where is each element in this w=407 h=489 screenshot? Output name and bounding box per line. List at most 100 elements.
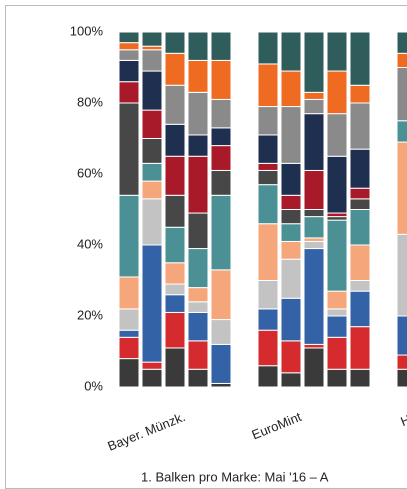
bar-segment xyxy=(396,354,407,370)
y-tick-label: 60% xyxy=(77,165,103,180)
bar-segment xyxy=(187,212,209,250)
bar-segment xyxy=(396,368,407,388)
bar-segment xyxy=(396,120,407,143)
bar-segment xyxy=(118,102,140,196)
bar-segment xyxy=(187,301,209,313)
bar-segment xyxy=(349,209,371,246)
bar-segment xyxy=(280,240,302,260)
bar-segment xyxy=(396,31,407,54)
bar-segment xyxy=(257,63,279,108)
bar-segment xyxy=(118,81,140,104)
bar-segment xyxy=(326,308,348,317)
bar-segment xyxy=(210,194,232,271)
bar-segment xyxy=(187,91,209,136)
bar-segment xyxy=(118,308,140,331)
bar-segment xyxy=(210,169,232,196)
bar-segment xyxy=(187,311,209,342)
bar-segment xyxy=(164,311,186,349)
bar-segment xyxy=(141,109,163,139)
bar-segment xyxy=(349,280,371,292)
bar-segment xyxy=(257,31,279,65)
bar-segment xyxy=(187,31,209,61)
bar-segment xyxy=(257,169,279,186)
bar-segment xyxy=(187,155,209,214)
bar-segment xyxy=(118,194,140,278)
bar-segment xyxy=(396,52,407,68)
bar-segment xyxy=(210,127,232,147)
bar-segment xyxy=(257,134,279,164)
bar-segment xyxy=(280,209,302,225)
bar-segment xyxy=(118,329,140,338)
bar-segment xyxy=(396,67,407,122)
bar-segment xyxy=(141,31,163,47)
bar-segment xyxy=(280,340,302,374)
bar-segment xyxy=(303,237,325,242)
bar-segment xyxy=(164,294,186,313)
bar-segment xyxy=(118,31,140,44)
bar-segment xyxy=(257,365,279,388)
bar-segment xyxy=(210,98,232,129)
bar-segment xyxy=(141,361,163,370)
bar-segment xyxy=(187,287,209,303)
bar-segment xyxy=(141,70,163,111)
bar-segment xyxy=(326,336,348,370)
bar-segment xyxy=(210,145,232,171)
bar-segment xyxy=(118,59,140,83)
bar-segment xyxy=(326,70,348,115)
bar-segment xyxy=(349,148,371,189)
bar-segment xyxy=(396,315,407,356)
bar-segment xyxy=(349,198,371,211)
bar-segment xyxy=(280,194,302,211)
bar-segment xyxy=(349,244,371,281)
bar-segment xyxy=(280,106,302,164)
bar-segment xyxy=(141,198,163,246)
bar-segment xyxy=(349,368,371,388)
bar-segment xyxy=(257,162,279,171)
bar-segment xyxy=(303,343,325,349)
bar-segment xyxy=(280,223,302,242)
bar-segment xyxy=(349,102,371,150)
bar-segment xyxy=(257,184,279,225)
bar-segment xyxy=(141,368,163,388)
bar-segment xyxy=(164,31,186,54)
bar-segment xyxy=(326,290,348,310)
bar-segment xyxy=(164,226,186,264)
bar-segment xyxy=(303,240,325,250)
y-tick-label: 20% xyxy=(77,307,103,322)
bar-segment xyxy=(118,42,140,51)
bar-segment xyxy=(164,347,186,388)
y-tick-label: 0% xyxy=(84,378,103,393)
bar-segment xyxy=(303,248,325,345)
bar-segment xyxy=(164,262,186,285)
footnote: 1. Balken pro Marke: Mai '16 – A xyxy=(141,469,329,484)
bar-segment xyxy=(326,315,348,338)
bar-segment xyxy=(210,319,232,345)
bar-segment xyxy=(164,283,186,296)
bar-segment xyxy=(164,123,186,157)
bar-segment xyxy=(303,347,325,388)
bar-segment xyxy=(164,84,186,125)
bar-segment xyxy=(303,169,325,210)
bar-segment xyxy=(326,113,348,157)
bar-segment xyxy=(257,280,279,310)
bar-segment xyxy=(280,70,302,108)
y-tick-label: 80% xyxy=(77,94,103,109)
y-tick-label: 100% xyxy=(70,23,104,38)
bar-segment xyxy=(280,297,302,342)
bar-segment xyxy=(303,91,325,100)
bar-segment xyxy=(326,368,348,388)
bar-segment xyxy=(303,31,325,93)
bar-segment xyxy=(118,336,140,360)
x-tick-label: EuroMint xyxy=(250,409,304,443)
bar-segment xyxy=(303,209,325,218)
bar-segment xyxy=(303,113,325,171)
bar-segment xyxy=(257,329,279,367)
bar-segment xyxy=(187,59,209,93)
bar-segment xyxy=(164,155,186,196)
bar-segment xyxy=(396,233,407,317)
x-tick-label: Bayer. Münzk. xyxy=(105,409,187,454)
bar-segment xyxy=(280,31,302,72)
bar-segment xyxy=(326,219,348,292)
